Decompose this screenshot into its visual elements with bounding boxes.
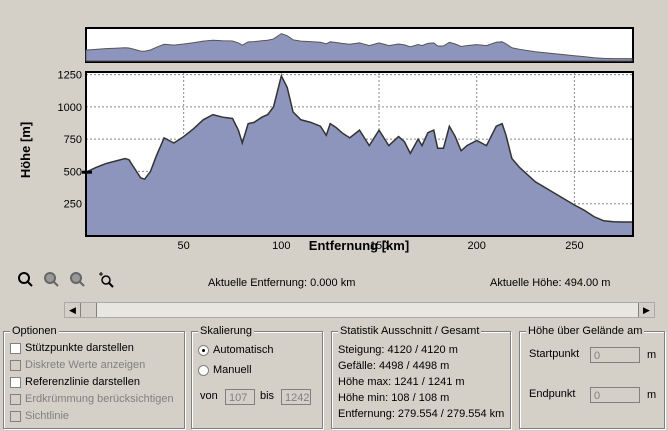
x-tick-label: 200 bbox=[468, 240, 486, 252]
start-label: Startpunkt bbox=[529, 348, 580, 360]
group-title: Statistik Ausschnitt / Gesamt bbox=[338, 325, 482, 337]
start-field[interactable]: 0 bbox=[590, 347, 640, 363]
ground-group: Höhe über Gelände am Startpunkt 0 m Endp… bbox=[519, 325, 665, 429]
stat-line: Steigung: 4120 / 4120 m bbox=[338, 344, 458, 356]
status-height: Aktuelle Höhe: 494.00 m bbox=[490, 277, 610, 289]
group-title: Skalierung bbox=[198, 325, 254, 337]
y-tick-label: 250 bbox=[64, 199, 82, 211]
checkbox-row: Erdkrümmung berücksichtigen bbox=[10, 393, 174, 405]
y-tick-label: 750 bbox=[64, 134, 82, 146]
toolbar bbox=[18, 272, 114, 288]
radio-label: Automatisch bbox=[213, 344, 274, 356]
zoom-reset[interactable] bbox=[99, 272, 114, 288]
checkbox-row: Diskrete Werte anzeigen bbox=[10, 359, 145, 371]
end-field[interactable]: 0 bbox=[590, 387, 640, 403]
checkbox-row[interactable]: Referenzlinie darstellen bbox=[10, 376, 140, 388]
group-title: Höhe über Gelände am bbox=[526, 325, 645, 337]
radio-auto[interactable]: Automatisch bbox=[198, 344, 274, 356]
checkbox-label: Erdkrümmung berücksichtigen bbox=[25, 393, 174, 405]
status-distance: Aktuelle Entfernung: 0.000 km bbox=[208, 277, 355, 289]
group-title: Optionen bbox=[10, 325, 59, 337]
statistics-group: Statistik Ausschnitt / Gesamt Steigung: … bbox=[331, 325, 511, 429]
from-label: von bbox=[200, 390, 218, 402]
checkbox-label: Stützpunkte darstellen bbox=[25, 342, 134, 354]
checkbox-row[interactable]: Stützpunkte darstellen bbox=[10, 342, 134, 354]
to-label: bis bbox=[260, 390, 275, 402]
stat-line: Höhe max: 1241 / 1241 m bbox=[338, 376, 465, 388]
unit: m bbox=[647, 349, 657, 361]
checkbox-label: Diskrete Werte anzeigen bbox=[25, 359, 146, 371]
x-tick-label: 100 bbox=[272, 240, 290, 252]
radio-manual[interactable]: Manuell bbox=[198, 364, 252, 376]
elevation-line bbox=[85, 73, 633, 223]
from-field[interactable]: 107 bbox=[225, 389, 255, 405]
stat-line: Höhe min: 108 / 108 m bbox=[338, 392, 450, 404]
x-tick-label: 150 bbox=[370, 240, 388, 252]
x-axis-label: Entfernung [km] bbox=[309, 238, 409, 253]
elevation-area bbox=[86, 75, 633, 237]
overview-area bbox=[85, 33, 633, 62]
checkbox-label: Sichtlinie bbox=[25, 410, 70, 422]
x-tick-label: 50 bbox=[178, 240, 190, 252]
plot-box bbox=[85, 71, 634, 237]
checkbox bbox=[10, 342, 21, 354]
checkbox bbox=[10, 410, 21, 422]
zoom-window[interactable] bbox=[70, 272, 85, 287]
radio-label: Manuell bbox=[213, 364, 252, 376]
x-tick-label: 250 bbox=[565, 240, 583, 252]
checkbox-label: Referenzlinie darstellen bbox=[25, 376, 140, 388]
scroll-right[interactable]: ▶ bbox=[638, 303, 654, 317]
options-group: Optionen Stützpunkte darstellen Diskrete … bbox=[3, 325, 185, 429]
zoom-in[interactable] bbox=[18, 272, 33, 287]
zoom-out[interactable] bbox=[44, 272, 59, 287]
unit: m bbox=[647, 389, 657, 401]
scroll-thumb[interactable] bbox=[81, 303, 97, 317]
chart: 250 500 750 1000 1250 50 100 150 200 250 Höhe [m]… bbox=[18, 27, 634, 289]
scaling-group: Skalierung Automatisch Manuell von 107 b… bbox=[191, 325, 323, 429]
y-tick-label: 1000 bbox=[58, 102, 82, 114]
checkbox bbox=[10, 376, 21, 388]
scroll-left[interactable]: ◀ bbox=[65, 303, 81, 317]
y-tick-label: 500 bbox=[64, 166, 82, 178]
checkbox bbox=[10, 359, 21, 371]
to-field[interactable]: 1242 bbox=[281, 389, 311, 405]
stat-line: Gefälle: 4498 / 4498 m bbox=[338, 360, 450, 372]
checkbox bbox=[10, 393, 21, 405]
y-tick-label: 1250 bbox=[58, 70, 82, 82]
scrollbar[interactable]: ◀ ▶ bbox=[64, 302, 655, 318]
checkbox-row: Sichtlinie bbox=[10, 410, 69, 422]
end-label: Endpunkt bbox=[529, 388, 576, 400]
stat-line: Entfernung: 279.554 / 279.554 km bbox=[338, 408, 505, 420]
y-axis-label: Höhe [m] bbox=[18, 122, 33, 178]
